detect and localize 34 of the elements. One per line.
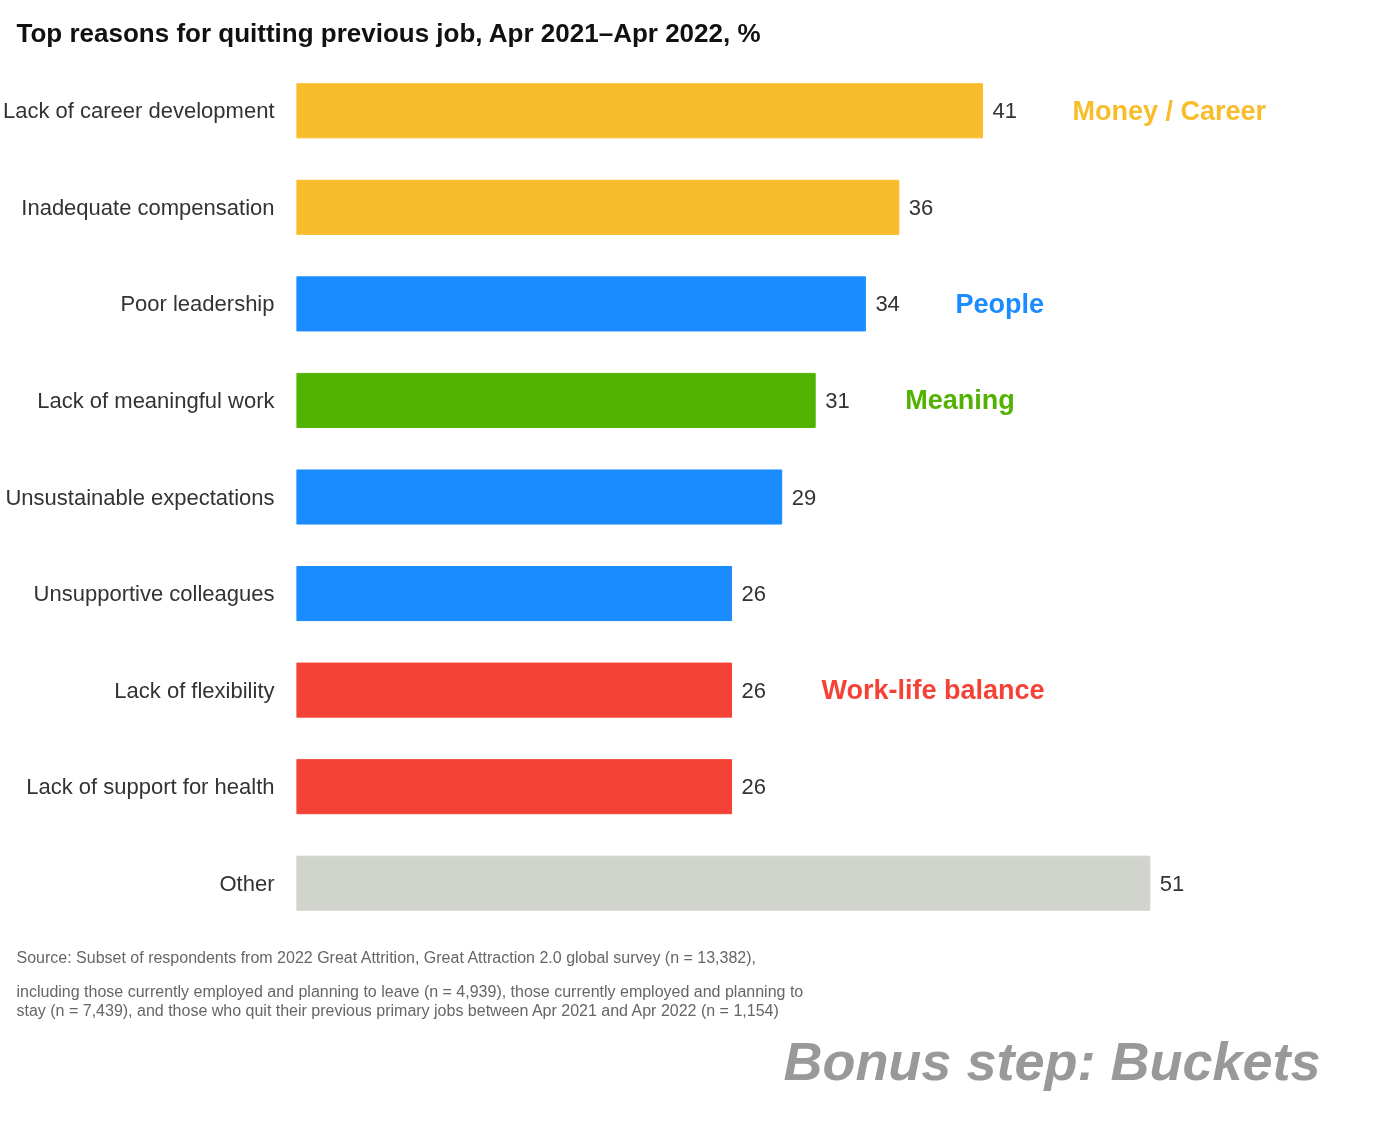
y-tick-label: Lack of support for health (26, 774, 275, 800)
text: Bonus step: Buckets (783, 1030, 1321, 1091)
data-label: 41 (992, 98, 1017, 124)
data-label: 29 (791, 484, 817, 510)
y-tick-label: Poor leadership (120, 291, 275, 317)
text: People (955, 288, 1044, 319)
data-label: 31 (825, 387, 850, 413)
y-tick-label: Unsustainable expectations (5, 484, 275, 510)
y-tick-label: Unsupportive colleagues (33, 581, 275, 607)
bar (296, 372, 816, 428)
chart-title: Top reasons for quitting previous job, Apr 2021–Apr 2022, % (16, 17, 761, 48)
bar (296, 759, 733, 815)
bar (296, 276, 866, 332)
text: Meaning (905, 385, 1015, 416)
y-tick-label: Lack of flexibility (114, 677, 275, 703)
bar (296, 179, 900, 235)
bar (296, 855, 1151, 911)
data-label: 34 (875, 291, 900, 317)
data-label: 26 (741, 677, 767, 703)
data-label: 36 (908, 194, 934, 220)
y-tick-label: Inadequate compensation (21, 194, 275, 220)
y-tick-label: Lack of career development (3, 98, 275, 124)
text: Work-life balance (821, 675, 1045, 706)
data-label: 26 (741, 774, 767, 800)
y-tick-label: Other (219, 870, 275, 896)
bar (296, 83, 984, 139)
bar (296, 662, 733, 718)
data-label: 51 (1159, 870, 1185, 896)
bar (296, 566, 733, 622)
data-label: 26 (741, 581, 767, 607)
y-tick-label: Lack of meaningful work (37, 387, 276, 413)
bar (296, 469, 783, 525)
source-note: Source: Subset of respondents from 2022 Great Attrition, Great Attraction 2.0 global survey (n = 13,382), including those currently employed and planning to leave (n = 4,939), those currently employed and planning to stay (n = 7,439), and those who quit their previous primary jobs between Apr 2021 and Apr 2022 (n = 1,154) (16, 948, 804, 1019)
text: Money / Career (1072, 95, 1267, 126)
